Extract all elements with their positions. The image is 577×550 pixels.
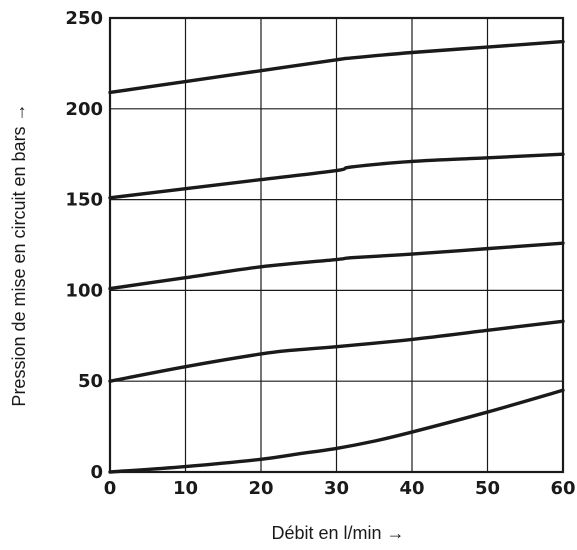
series-line-3	[108, 241, 565, 291]
series-line-1	[108, 39, 565, 95]
y-tick-label: 250	[65, 8, 103, 29]
x-tick-label: 50	[475, 478, 500, 499]
x-tick-label: 30	[324, 478, 349, 499]
y-tick-label: 200	[65, 99, 103, 120]
series-line-5	[108, 388, 565, 474]
x-tick-label: 40	[399, 478, 424, 499]
plot-frame	[108, 16, 565, 474]
x-tick-label: 60	[550, 478, 575, 499]
x-tick-label: 10	[173, 478, 198, 499]
y-axis-title: Pression de mise en circuit en bars →	[9, 103, 29, 406]
x-axis-title: Débit en l/min →	[271, 523, 404, 543]
tick-labels: 0 10 20 30 40 50 60 0 50 100 150 200 250	[65, 8, 575, 499]
series-lines	[108, 39, 565, 474]
series-line-4	[108, 319, 565, 383]
y-tick-label: 0	[90, 462, 103, 483]
y-tick-label: 50	[78, 371, 103, 392]
grid	[110, 18, 563, 472]
series-line-2	[108, 152, 565, 200]
y-tick-label: 150	[65, 190, 103, 211]
y-tick-label: 100	[65, 280, 103, 301]
x-tick-label: 0	[104, 478, 117, 499]
x-tick-label: 20	[248, 478, 273, 499]
